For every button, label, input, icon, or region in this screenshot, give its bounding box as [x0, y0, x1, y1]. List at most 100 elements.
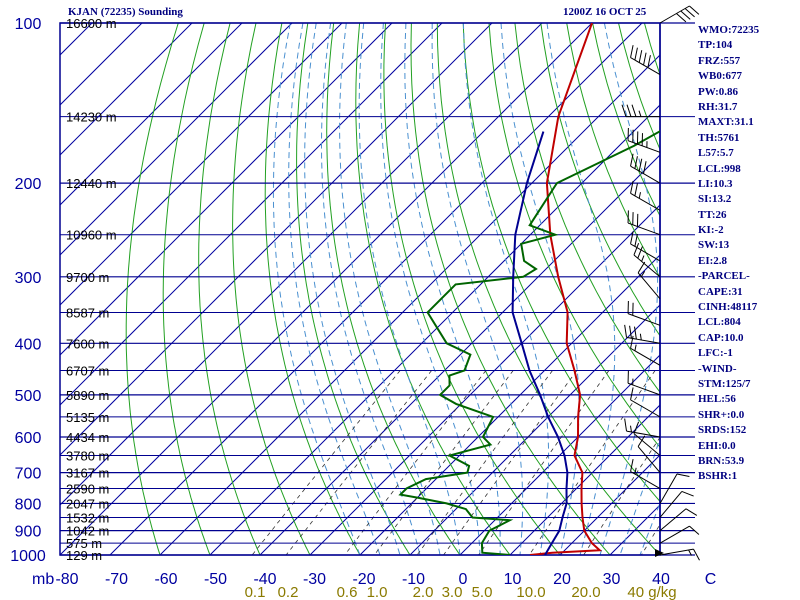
wind-barb-flag [630, 153, 634, 167]
isotherm-line [309, 204, 660, 555]
wind-barb-half-flag [634, 467, 637, 475]
wind-barb [630, 45, 661, 75]
wind-barb [630, 387, 661, 418]
isotherm-line [60, 23, 343, 306]
mixing-ratio-label: 5.0 [472, 584, 493, 600]
wind-barb-staff [659, 473, 678, 504]
pressure-tick-label: 700 [15, 466, 42, 483]
frame-border [59, 22, 661, 556]
wind-barb-flag [630, 45, 634, 58]
height-label: 129 m [66, 548, 102, 563]
wind-barb-flag [621, 104, 627, 117]
mixing-ratio-line [416, 370, 553, 555]
moist-adiabat-line [546, 23, 616, 555]
mixing-ratio-line [583, 436, 660, 555]
pressure-tick-label: 100 [15, 16, 42, 33]
wind-barb [630, 180, 661, 211]
mixing-ratio-line [344, 370, 487, 555]
wind-barb-flag [689, 525, 700, 535]
height-label: 2047 m [66, 496, 109, 511]
isotherm-line [60, 23, 393, 356]
sounding-index-line: BRN:53.9 [698, 454, 745, 467]
wind-barb [630, 335, 661, 366]
sounding-index-line: TP:104 [698, 39, 733, 52]
dry-adiabat-line [410, 23, 611, 555]
sounding-index-line: WMO:72235 [698, 24, 760, 36]
isotherm-line [60, 23, 593, 555]
mixing-ratio-label: 1.0 [367, 584, 388, 600]
surface-wind-marker [655, 549, 664, 557]
mixing-ratio-label: 0.1 [245, 584, 266, 600]
moist-adiabat-line [639, 501, 660, 555]
wind-barb-flag [630, 180, 634, 194]
dry-adiabat-line [355, 23, 511, 555]
height-label: 4434 m [66, 430, 109, 445]
dry-adiabat-line [488, 23, 660, 449]
sounding-index-line: STM:125/7 [698, 377, 751, 390]
wind-barb-half-flag [640, 270, 646, 277]
dry-adiabat-line [326, 23, 461, 555]
height-label: 12440 m [66, 176, 117, 191]
wind-barb-flag [676, 473, 690, 478]
sounding-index-line: WB0:677 [698, 70, 742, 83]
wind-barb-flag [624, 418, 628, 432]
wind-barb-flag [637, 261, 646, 274]
sounding-traces [398, 23, 660, 555]
station-title: KJAN (72235) Sounding [68, 6, 183, 18]
wind-barb-staff [630, 471, 661, 489]
pressure-tick-label: 200 [15, 176, 42, 193]
valid-time-title: 1200Z 16 OCT 25 [563, 6, 647, 18]
wind-barb [659, 508, 698, 532]
wind-barb [627, 370, 661, 396]
temperature-tick-label: 10 [504, 571, 522, 588]
isotherm-line [509, 404, 660, 555]
wind-barb-flag [630, 387, 634, 400]
wind-barb [637, 261, 661, 300]
temperature-tick-label: -70 [105, 571, 128, 588]
wind-barb-staff [630, 243, 661, 262]
wind-barb [633, 421, 661, 456]
sounding-index-line: EI:2.8 [698, 254, 728, 267]
wind-barb-flag [693, 548, 700, 561]
height-label: 14230 m [66, 110, 117, 125]
isotherm-line [60, 23, 443, 406]
temperature-tick-label: -40 [253, 571, 276, 588]
isotherm-line [209, 104, 660, 555]
height-label: 1042 m [66, 524, 109, 539]
mixing-ratio-label: 2.0 [413, 584, 434, 600]
temperature-tick-label: -20 [352, 571, 375, 588]
wind-barb-flag [638, 50, 643, 63]
sounding-index-line: MAXT:31.1 [698, 116, 754, 129]
sounding-index-line: PW:0.86 [698, 85, 739, 98]
pressure-tick-label: 600 [15, 430, 42, 447]
pressure-tick-label: 900 [15, 524, 42, 541]
temperature-tick-label: -50 [204, 571, 227, 588]
height-label: 9700 m [66, 270, 109, 285]
wind-barb [624, 418, 661, 438]
mixing-ratio-label: 40 g/kg [627, 584, 676, 600]
isotherm-line [559, 454, 660, 555]
wind-barb-staff [630, 192, 661, 211]
dry-adiabat-line [296, 23, 411, 555]
wind-barb [630, 459, 661, 489]
wind-barb-column [621, 5, 700, 561]
mixing-ratio-label: 20.0 [571, 584, 600, 600]
height-label: 8587 m [66, 305, 109, 320]
temperature-tick-label: -60 [154, 571, 177, 588]
temperature-tick-label: 0 [459, 571, 468, 588]
sounding-index-line: SRDS:152 [698, 424, 747, 437]
height-label: 5890 m [66, 388, 109, 403]
wind-barb-half-flag [638, 110, 642, 117]
wind-barb-staff [627, 382, 661, 396]
height-label: 3167 m [66, 466, 109, 481]
wind-barb-flag [634, 183, 638, 196]
wind-barb [627, 300, 661, 326]
sounding-trace-2 [511, 131, 569, 555]
height-label: 575 m [66, 536, 102, 551]
dry-adiabat-line [566, 23, 660, 279]
dry-adiabat-line [540, 23, 660, 337]
moist-adiabat-line [619, 436, 660, 555]
wind-barb-flag [685, 508, 698, 516]
wind-barb-flag [680, 10, 691, 20]
